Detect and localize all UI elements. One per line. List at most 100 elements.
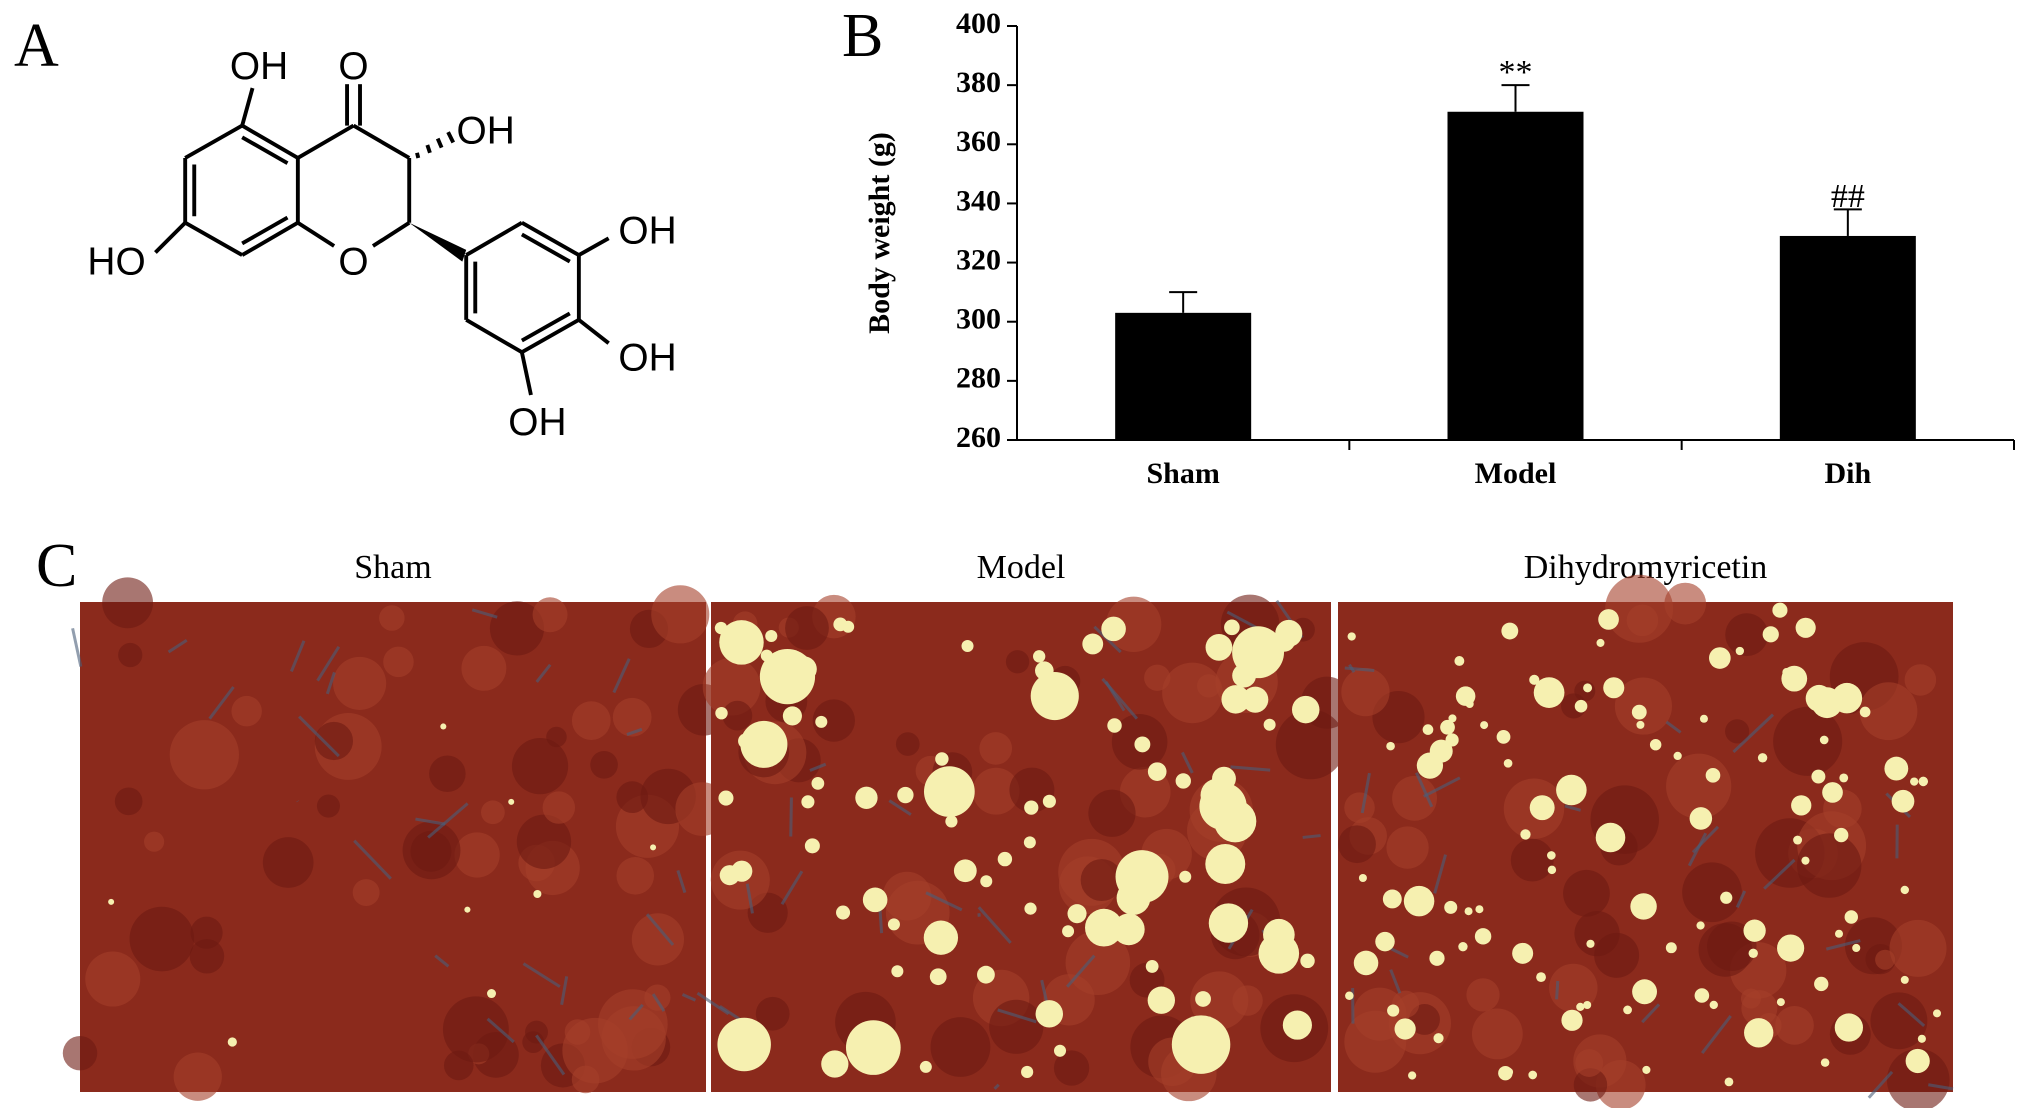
lipid-droplet — [1805, 684, 1833, 712]
lipid-droplet — [1743, 919, 1766, 942]
cell — [1725, 719, 1750, 744]
lipid-droplet — [1814, 976, 1829, 992]
fiber — [427, 802, 469, 839]
lipid-droplet — [1024, 902, 1037, 915]
cell — [812, 699, 855, 742]
lipid-droplet — [1891, 789, 1915, 813]
lipid-droplet — [1300, 953, 1315, 969]
cell — [333, 656, 387, 710]
lipid-droplet — [1496, 729, 1511, 744]
fiber — [71, 628, 83, 667]
lipid-droplet — [1454, 656, 1465, 666]
fiber — [289, 640, 306, 672]
fiber — [1867, 1070, 1894, 1099]
lipid-droplet — [1696, 921, 1705, 930]
lipid-droplet — [487, 989, 496, 999]
cell — [1682, 862, 1742, 923]
lipid-droplet — [1440, 719, 1455, 735]
fiber — [1825, 939, 1861, 951]
lipid-droplet — [935, 752, 949, 766]
cell — [631, 913, 684, 966]
lipid-droplet — [1709, 1000, 1718, 1010]
lipid-droplet — [1708, 647, 1731, 669]
cell — [1575, 1049, 1604, 1077]
lipid-droplet — [1776, 998, 1785, 1007]
group-label: OH — [618, 209, 676, 252]
lipid-droplet — [1623, 1005, 1632, 1015]
cell — [402, 821, 461, 880]
lipid-droplet — [1501, 622, 1519, 640]
lipid-droplet — [1085, 908, 1123, 947]
fiber — [1732, 713, 1775, 753]
lipid-droplet — [1724, 1077, 1734, 1087]
cell — [979, 732, 1013, 765]
lipid-droplet — [1021, 1065, 1034, 1079]
fiber — [1360, 772, 1371, 814]
lipid-droplet — [227, 1037, 237, 1047]
lipid-droplet — [1777, 934, 1805, 962]
lipid-droplet — [508, 798, 515, 805]
cell — [1904, 664, 1937, 696]
lipid-droplet — [1782, 668, 1791, 677]
lipid-droplet — [1258, 933, 1300, 974]
cell — [532, 597, 568, 633]
fiber — [535, 1034, 566, 1076]
lipid-droplet — [782, 706, 802, 726]
cell — [1775, 1006, 1814, 1045]
lipid-droplet — [836, 905, 851, 920]
cell — [1471, 1008, 1523, 1060]
fiber — [1230, 765, 1271, 772]
fiber — [1389, 969, 1402, 994]
lipid-droplet — [1631, 704, 1647, 720]
cell — [262, 837, 314, 888]
lipid-droplet — [1101, 616, 1126, 642]
lipid-droplet — [1905, 1048, 1930, 1074]
lipid-droplet — [1574, 699, 1588, 713]
cell — [231, 695, 262, 727]
fiber — [1564, 804, 1582, 812]
cell — [1088, 789, 1136, 837]
cell — [1594, 932, 1640, 978]
lipid-droplet — [1547, 851, 1556, 860]
fiber — [167, 638, 188, 654]
fiber — [612, 658, 631, 694]
cell — [442, 996, 509, 1063]
fiber — [1735, 890, 1747, 908]
lipid-droplet — [1444, 900, 1458, 914]
lipid-droplet — [1403, 885, 1435, 917]
x-tick-label: Model — [1475, 457, 1557, 490]
cell — [1080, 859, 1123, 902]
lipid-droplet — [464, 906, 471, 913]
lipid-droplet — [845, 1020, 901, 1075]
lipid-droplet — [1834, 929, 1844, 938]
lipid-droplet — [1275, 619, 1303, 647]
lipid-droplet — [1067, 904, 1087, 924]
lipid-droplet — [821, 1050, 849, 1078]
lipid-droplet — [1595, 822, 1626, 853]
cell — [314, 721, 354, 761]
cell — [755, 996, 790, 1031]
lipid-droplet — [1884, 756, 1909, 781]
cell — [1725, 613, 1769, 657]
group-label: OH — [230, 45, 288, 88]
lipid-droplet — [108, 898, 115, 905]
lipid-droplet — [1512, 942, 1534, 964]
cell — [1573, 1068, 1608, 1102]
cell — [1889, 919, 1947, 977]
lipid-droplet — [961, 639, 974, 653]
cell — [443, 1050, 474, 1081]
lipid-droplet — [1498, 1065, 1513, 1081]
lipid-droplet — [650, 844, 657, 851]
cell — [481, 800, 505, 825]
lipid-droplet — [1147, 762, 1167, 781]
cell — [1466, 978, 1500, 1012]
lipid-droplet — [1035, 661, 1054, 680]
cell — [352, 879, 380, 906]
y-tick-label: 380 — [956, 66, 1001, 99]
cell — [1664, 582, 1707, 625]
lipid-droplet — [1147, 986, 1175, 1014]
lipid-droplet — [1429, 739, 1453, 763]
lipid-droplet — [897, 786, 914, 804]
lipid-droplet — [945, 815, 958, 828]
chemical-structure: OH O OH HO O OH OH OH — [87, 45, 676, 444]
